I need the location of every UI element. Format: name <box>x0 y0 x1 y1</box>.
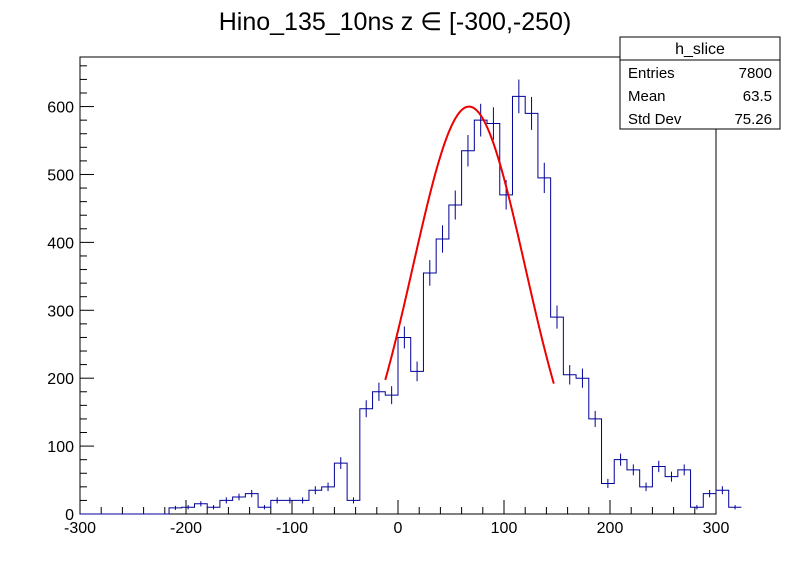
y-tick-label: 500 <box>47 167 74 184</box>
x-tick-label: -300 <box>64 520 96 537</box>
gaussian-fit <box>384 105 555 384</box>
stats-box-frame <box>619 36 781 130</box>
y-tick-label: 100 <box>47 439 74 456</box>
stats-box-title: h_slice <box>675 41 725 58</box>
x-tick-label: 200 <box>597 520 624 537</box>
stats-stddev-value: 75.26 <box>734 111 772 128</box>
stats-mean-value: 63.5 <box>743 88 772 105</box>
x-tick-label: 0 <box>394 520 403 537</box>
stats-entries-label: Entries <box>628 65 675 82</box>
y-axis: 0 100 200 300 400 500 600 <box>47 65 94 524</box>
x-axis: -300 -200 -100 0 100 200 300 <box>64 500 729 537</box>
stats-box: h_slice Entries 7800 Mean 63.5 Std Dev 7… <box>619 36 781 130</box>
y-tick-label: 200 <box>47 371 74 388</box>
y-tick-label: 0 <box>65 507 74 524</box>
stats-mean-label: Mean <box>628 88 666 105</box>
y-tick-label: 400 <box>47 235 74 252</box>
x-tick-label: -100 <box>276 520 308 537</box>
y-tick-label: 300 <box>47 303 74 320</box>
x-tick-label: 100 <box>491 520 518 537</box>
y-tick-label: 600 <box>47 100 74 117</box>
stats-entries-value: 7800 <box>739 65 772 82</box>
x-tick-label: -200 <box>170 520 202 537</box>
stats-stddev-label: Std Dev <box>628 111 682 128</box>
x-tick-label: 300 <box>703 520 730 537</box>
gaussian-fit-curve <box>384 105 555 384</box>
chart-title: Hino_135_10ns z ∈ [-300,-250) <box>219 8 572 36</box>
histogram-outline <box>80 95 742 515</box>
histogram-bars <box>80 79 742 515</box>
